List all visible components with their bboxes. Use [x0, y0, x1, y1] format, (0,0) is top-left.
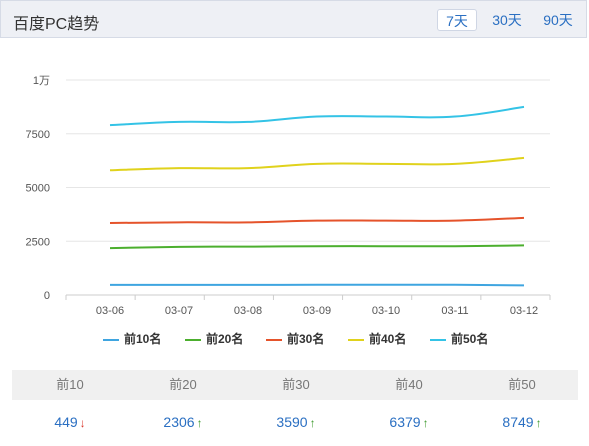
legend-swatch-top50 — [430, 338, 446, 341]
summary-number-top50: 8749 — [502, 414, 534, 430]
range-90d-button[interactable]: 90天 — [543, 12, 573, 28]
series-line-top20 — [109, 244, 525, 250]
arrow-down-icon: ↓ — [79, 416, 86, 430]
range-7d-button[interactable]: 7天 — [437, 9, 477, 31]
panel-title: 百度PC趋势 — [13, 16, 100, 33]
legend-label-top10: 前10名 — [124, 332, 162, 346]
arrow-up-icon: ↑ — [422, 416, 429, 430]
legend-swatch-top30 — [266, 338, 282, 341]
summary-value-top50: 8749 ↑ — [482, 414, 562, 430]
summary-number-top10: 449 — [54, 414, 78, 430]
x-tick-label: 03-12 — [510, 305, 538, 317]
summary-number-top20: 2306 — [163, 414, 195, 430]
y-tick-label: 2500 — [26, 236, 50, 248]
legend-label-top30: 前30名 — [287, 332, 325, 346]
series-line-top10 — [110, 283, 525, 287]
arrow-up-icon: ↑ — [309, 416, 316, 430]
legend-item-top30[interactable]: 前30名 — [266, 329, 324, 349]
x-tick-label: 03-09 — [303, 305, 331, 317]
range-30d-button[interactable]: 30天 — [492, 12, 522, 28]
legend-swatch-top20 — [185, 338, 201, 341]
series-line-top50 — [109, 105, 525, 127]
x-tick-label: 03-07 — [165, 305, 193, 317]
y-tick-label: 7500 — [26, 129, 50, 141]
summary-number-top40: 6379 — [389, 414, 421, 430]
legend-label-top20: 前20名 — [206, 332, 244, 346]
trend-line-chart: 0 2500 5000 7500 1万 03-06 03-07 03-08 03-09 03-10… — [26, 75, 551, 317]
summary-label-top20: 前20 — [169, 377, 197, 392]
legend-item-top40[interactable]: 前40名 — [348, 329, 406, 349]
summary-label-top10: 前10 — [56, 377, 84, 392]
legend-swatch-top40 — [348, 338, 364, 341]
legend-label-top50: 前50名 — [451, 332, 489, 346]
legend-item-top20[interactable]: 前20名 — [185, 329, 243, 349]
x-tick-label: 03-11 — [441, 305, 468, 317]
summary-header-row: 前10 前20 前30 前40 前50 — [12, 370, 578, 400]
arrow-up-icon: ↑ — [535, 416, 542, 430]
summary-label-top40: 前40 — [395, 377, 423, 392]
summary-value-top40: 6379 ↑ — [369, 414, 449, 430]
summary-value-top20: 2306 ↑ — [143, 414, 223, 430]
y-tick-label: 5000 — [26, 183, 50, 195]
legend-item-top50[interactable]: 前50名 — [430, 329, 488, 349]
y-tick-label: 1万 — [33, 75, 50, 87]
summary-label-top50: 前50 — [508, 377, 536, 392]
x-tick-label: 03-10 — [372, 305, 400, 317]
legend-item-top10[interactable]: 前10名 — [103, 329, 161, 349]
arrow-up-icon: ↑ — [196, 416, 203, 430]
summary-value-top30: 3590 ↑ — [256, 414, 336, 430]
x-tick-label: 03-06 — [96, 305, 124, 317]
series-line-top30 — [109, 216, 525, 224]
legend-swatch-top10 — [103, 338, 119, 341]
panel-header: 百度PC趋势 7天 30天 90天 — [0, 0, 587, 38]
series-line-top40 — [109, 156, 525, 172]
x-tick-label: 03-08 — [234, 305, 262, 317]
legend-label-top40: 前40名 — [369, 332, 407, 346]
summary-value-top10: 449 ↓ — [30, 414, 110, 430]
summary-number-top30: 3590 — [276, 414, 308, 430]
summary-label-top30: 前30 — [282, 377, 310, 392]
y-tick-label: 0 — [44, 290, 50, 302]
